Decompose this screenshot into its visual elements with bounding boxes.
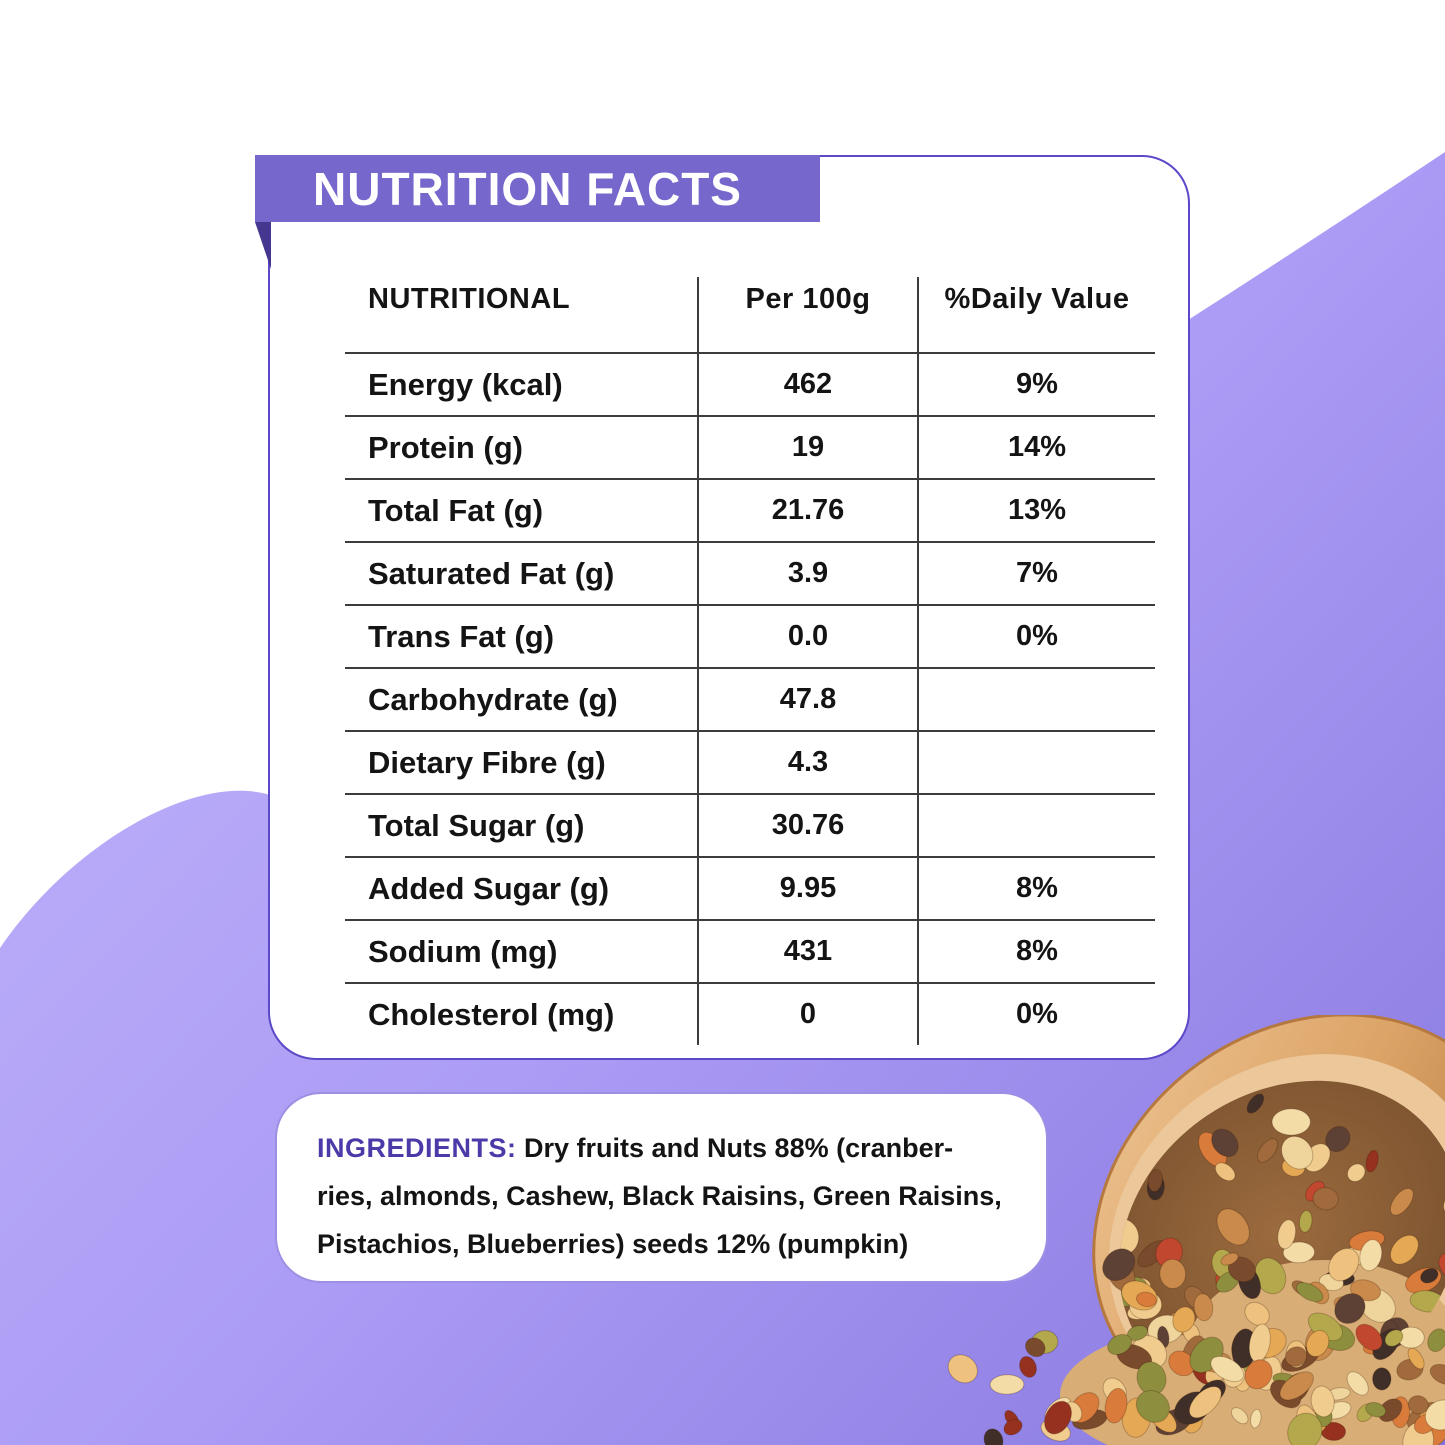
- daily-value: 0%: [917, 984, 1155, 1045]
- column-header-nutritional: NUTRITIONAL: [368, 283, 571, 315]
- nutrient-label: Saturated Fat (g): [368, 555, 615, 591]
- table-row: Total Fat (g) 21.76 13%: [345, 478, 1155, 541]
- per-100g-value: 21.76: [697, 480, 917, 541]
- per-100g-value: 0: [697, 984, 917, 1045]
- nutrition-card: [268, 155, 1190, 1060]
- table-row: Saturated Fat (g) 3.9 7%: [345, 541, 1155, 604]
- daily-value: 8%: [917, 921, 1155, 982]
- page-title: NUTRITION FACTS: [313, 162, 742, 215]
- per-100g-value: 9.95: [697, 858, 917, 919]
- daily-value: [917, 795, 1155, 856]
- nutrient-label: Dietary Fibre (g): [368, 744, 606, 780]
- ingredients-label: INGREDIENTS:: [317, 1133, 517, 1163]
- per-100g-value: 47.8: [697, 669, 917, 730]
- nutrient-label: Trans Fat (g): [368, 618, 555, 654]
- ingredients-text: Dry fruits and Nuts 88% (cranber-ries, a…: [317, 1133, 1002, 1259]
- table-header-row: NUTRITIONAL Per 100g %Daily Value: [345, 277, 1155, 352]
- table-row: Added Sugar (g) 9.95 8%: [345, 856, 1155, 919]
- nutrient-label: Total Sugar (g): [368, 807, 585, 843]
- table-row: Cholesterol (mg) 0 0%: [345, 982, 1155, 1045]
- per-100g-value: 30.76: [697, 795, 917, 856]
- daily-value: [917, 732, 1155, 793]
- per-100g-value: 0.0: [697, 606, 917, 667]
- column-header-per-100g: Per 100g: [697, 277, 917, 352]
- nutrient-label: Carbohydrate (g): [368, 681, 618, 717]
- table-row: Protein (g) 19 14%: [345, 415, 1155, 478]
- per-100g-value: 462: [697, 354, 917, 415]
- per-100g-value: 3.9: [697, 543, 917, 604]
- table-row: Trans Fat (g) 0.0 0%: [345, 604, 1155, 667]
- per-100g-value: 19: [697, 417, 917, 478]
- table-row: Carbohydrate (g) 47.8: [345, 667, 1155, 730]
- nutrition-table: NUTRITIONAL Per 100g %Daily Value Energy…: [345, 277, 1155, 1045]
- ingredients-paragraph: INGREDIENTS: Dry fruits and Nuts 88% (cr…: [317, 1124, 1006, 1268]
- trail-mix-bowl-photo: [947, 1015, 1445, 1445]
- daily-value: 9%: [917, 354, 1155, 415]
- table-row: Total Sugar (g) 30.76: [345, 793, 1155, 856]
- per-100g-value: 431: [697, 921, 917, 982]
- table-row: Energy (kcal) 462 9%: [345, 352, 1155, 415]
- nutrition-facts-banner: NUTRITION FACTS: [255, 155, 820, 222]
- daily-value: 7%: [917, 543, 1155, 604]
- column-header-daily-value: %Daily Value: [917, 277, 1155, 352]
- table-row: Dietary Fibre (g) 4.3: [345, 730, 1155, 793]
- nutrient-label: Added Sugar (g): [368, 870, 610, 906]
- nutrient-label: Total Fat (g): [368, 492, 544, 528]
- nutrient-label: Protein (g): [368, 429, 523, 465]
- daily-value: [917, 669, 1155, 730]
- daily-value: 8%: [917, 858, 1155, 919]
- table-row: Sodium (mg) 431 8%: [345, 919, 1155, 982]
- ingredients-card: INGREDIENTS: Dry fruits and Nuts 88% (cr…: [275, 1092, 1048, 1283]
- nutrition-table-body: Energy (kcal) 462 9% Protein (g) 19 14% Total …: [345, 352, 1155, 1045]
- daily-value: 0%: [917, 606, 1155, 667]
- daily-value: 13%: [917, 480, 1155, 541]
- nutrient-label: Sodium (mg): [368, 933, 558, 969]
- nutrient-label: Energy (kcal): [368, 366, 563, 402]
- nuts-spilling: [947, 1247, 1445, 1445]
- daily-value: 14%: [917, 417, 1155, 478]
- nutrient-label: Cholesterol (mg): [368, 996, 615, 1032]
- per-100g-value: 4.3: [697, 732, 917, 793]
